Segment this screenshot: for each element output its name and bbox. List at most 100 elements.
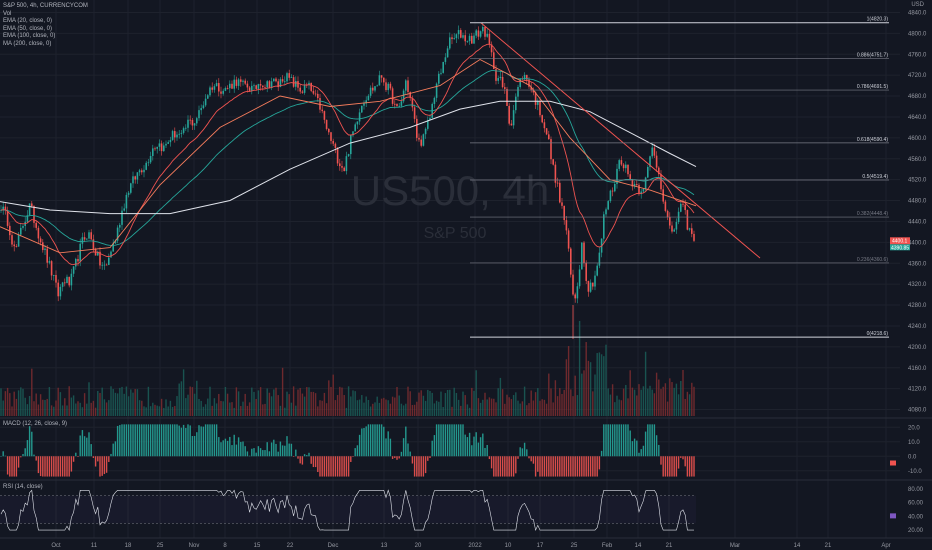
candle-body [77,258,79,262]
volume-bar [200,400,202,416]
candle-body [585,263,587,281]
macd-bar [411,456,414,464]
macd-bar [125,424,128,457]
volume-bar [94,407,97,416]
legend-ma200[interactable]: MA (200, close, 0) [3,40,52,47]
macd-bar [466,437,469,457]
macd-bar [266,442,268,457]
volume-bar [220,400,222,416]
candle-body [427,120,429,129]
macd-bar [235,444,238,457]
volume-bar [475,370,477,416]
candle-body [237,79,240,86]
candle-body [125,194,128,209]
legend-ema100[interactable]: EMA (100, close, 0) [3,33,56,40]
legend-ema50[interactable]: EMA (50, close, 0) [3,25,53,32]
candle-body [671,225,673,232]
macd-bar [108,456,110,462]
volume-bar [160,398,163,416]
fib-level-label: 1(4820.3) [867,17,889,23]
macd-bar [207,424,209,457]
price-axis-label: 4280.0 [908,303,927,309]
candle-body [581,242,583,270]
volume-bar [24,397,26,416]
volume-bar [504,403,506,416]
macd-bar [541,456,543,477]
time-axis-label: Oct [51,543,61,549]
legend-ema20[interactable]: EMA (20, close, 0) [3,18,53,25]
macd-bar [211,424,213,457]
candle-body [147,162,150,164]
volume-bar [673,387,675,416]
volume-bar [130,389,132,416]
macd-bar [141,424,143,457]
candle-body [154,148,156,150]
candle-body [669,217,671,226]
price-axis-label: 4680.0 [908,94,927,100]
legend-vol[interactable]: Vol [3,10,12,17]
time-axis-label: 2022 [468,543,482,549]
macd-bar [446,424,449,457]
macd-bar [356,445,359,457]
candle-body [92,239,95,249]
volume-bar [112,389,114,416]
macd-bar [198,425,200,457]
macd-bar [44,456,46,477]
volume-bar [202,406,205,416]
macd-bar [290,443,293,457]
macd-bar [658,444,660,457]
macd-title[interactable]: MACD (12, 26, close, 9) [3,421,68,427]
macd-bar [61,456,64,477]
macd-bar [486,444,488,457]
candle-body [534,92,537,105]
candle-body [614,183,616,192]
volume-bar [680,380,682,416]
rsi-title[interactable]: RSI (14, close) [3,484,43,490]
volume-bar [413,404,416,416]
macd-bar [561,456,563,477]
candle-body [314,93,317,95]
candle-body [367,95,370,101]
volume-bar [33,401,35,416]
candle-body [622,164,625,169]
volume-bar [176,396,178,416]
macd-bar [638,452,640,457]
rsi-last-tag [890,513,896,519]
candle-body [136,172,139,180]
macd-bar [343,456,345,477]
macd-bar [55,456,57,477]
macd-bar [79,435,81,457]
candle-body [165,143,167,146]
candle-body [394,103,396,105]
fib-level-label: 0.5(4519.4) [862,174,888,180]
macd-bar [660,456,662,465]
candle-body [37,227,40,239]
macd-bar [130,424,132,457]
candle-body [72,266,75,274]
macd-bar [121,424,123,457]
candle-body [116,227,119,241]
candle-body [28,203,31,216]
volume-bar [253,391,255,416]
macd-bar [255,452,257,457]
volume-bar [647,388,649,416]
macd-bar [361,428,363,457]
volume-bar [308,387,310,416]
volume-bar [44,399,46,416]
volume-bar [198,398,200,416]
candle-body [123,208,125,211]
macd-bar [530,456,532,462]
macd-bar [515,456,517,474]
macd-bar [264,450,266,457]
macd-bar [394,456,396,459]
macd-bar [539,456,541,477]
candle-body [686,210,689,230]
candle-body [655,155,658,168]
candle-body [277,81,279,88]
candle-body [662,189,664,202]
macd-bar [310,456,312,464]
volume-bar [361,395,363,416]
macd-bar [350,456,352,462]
time-axis-label: 25 [157,543,164,549]
